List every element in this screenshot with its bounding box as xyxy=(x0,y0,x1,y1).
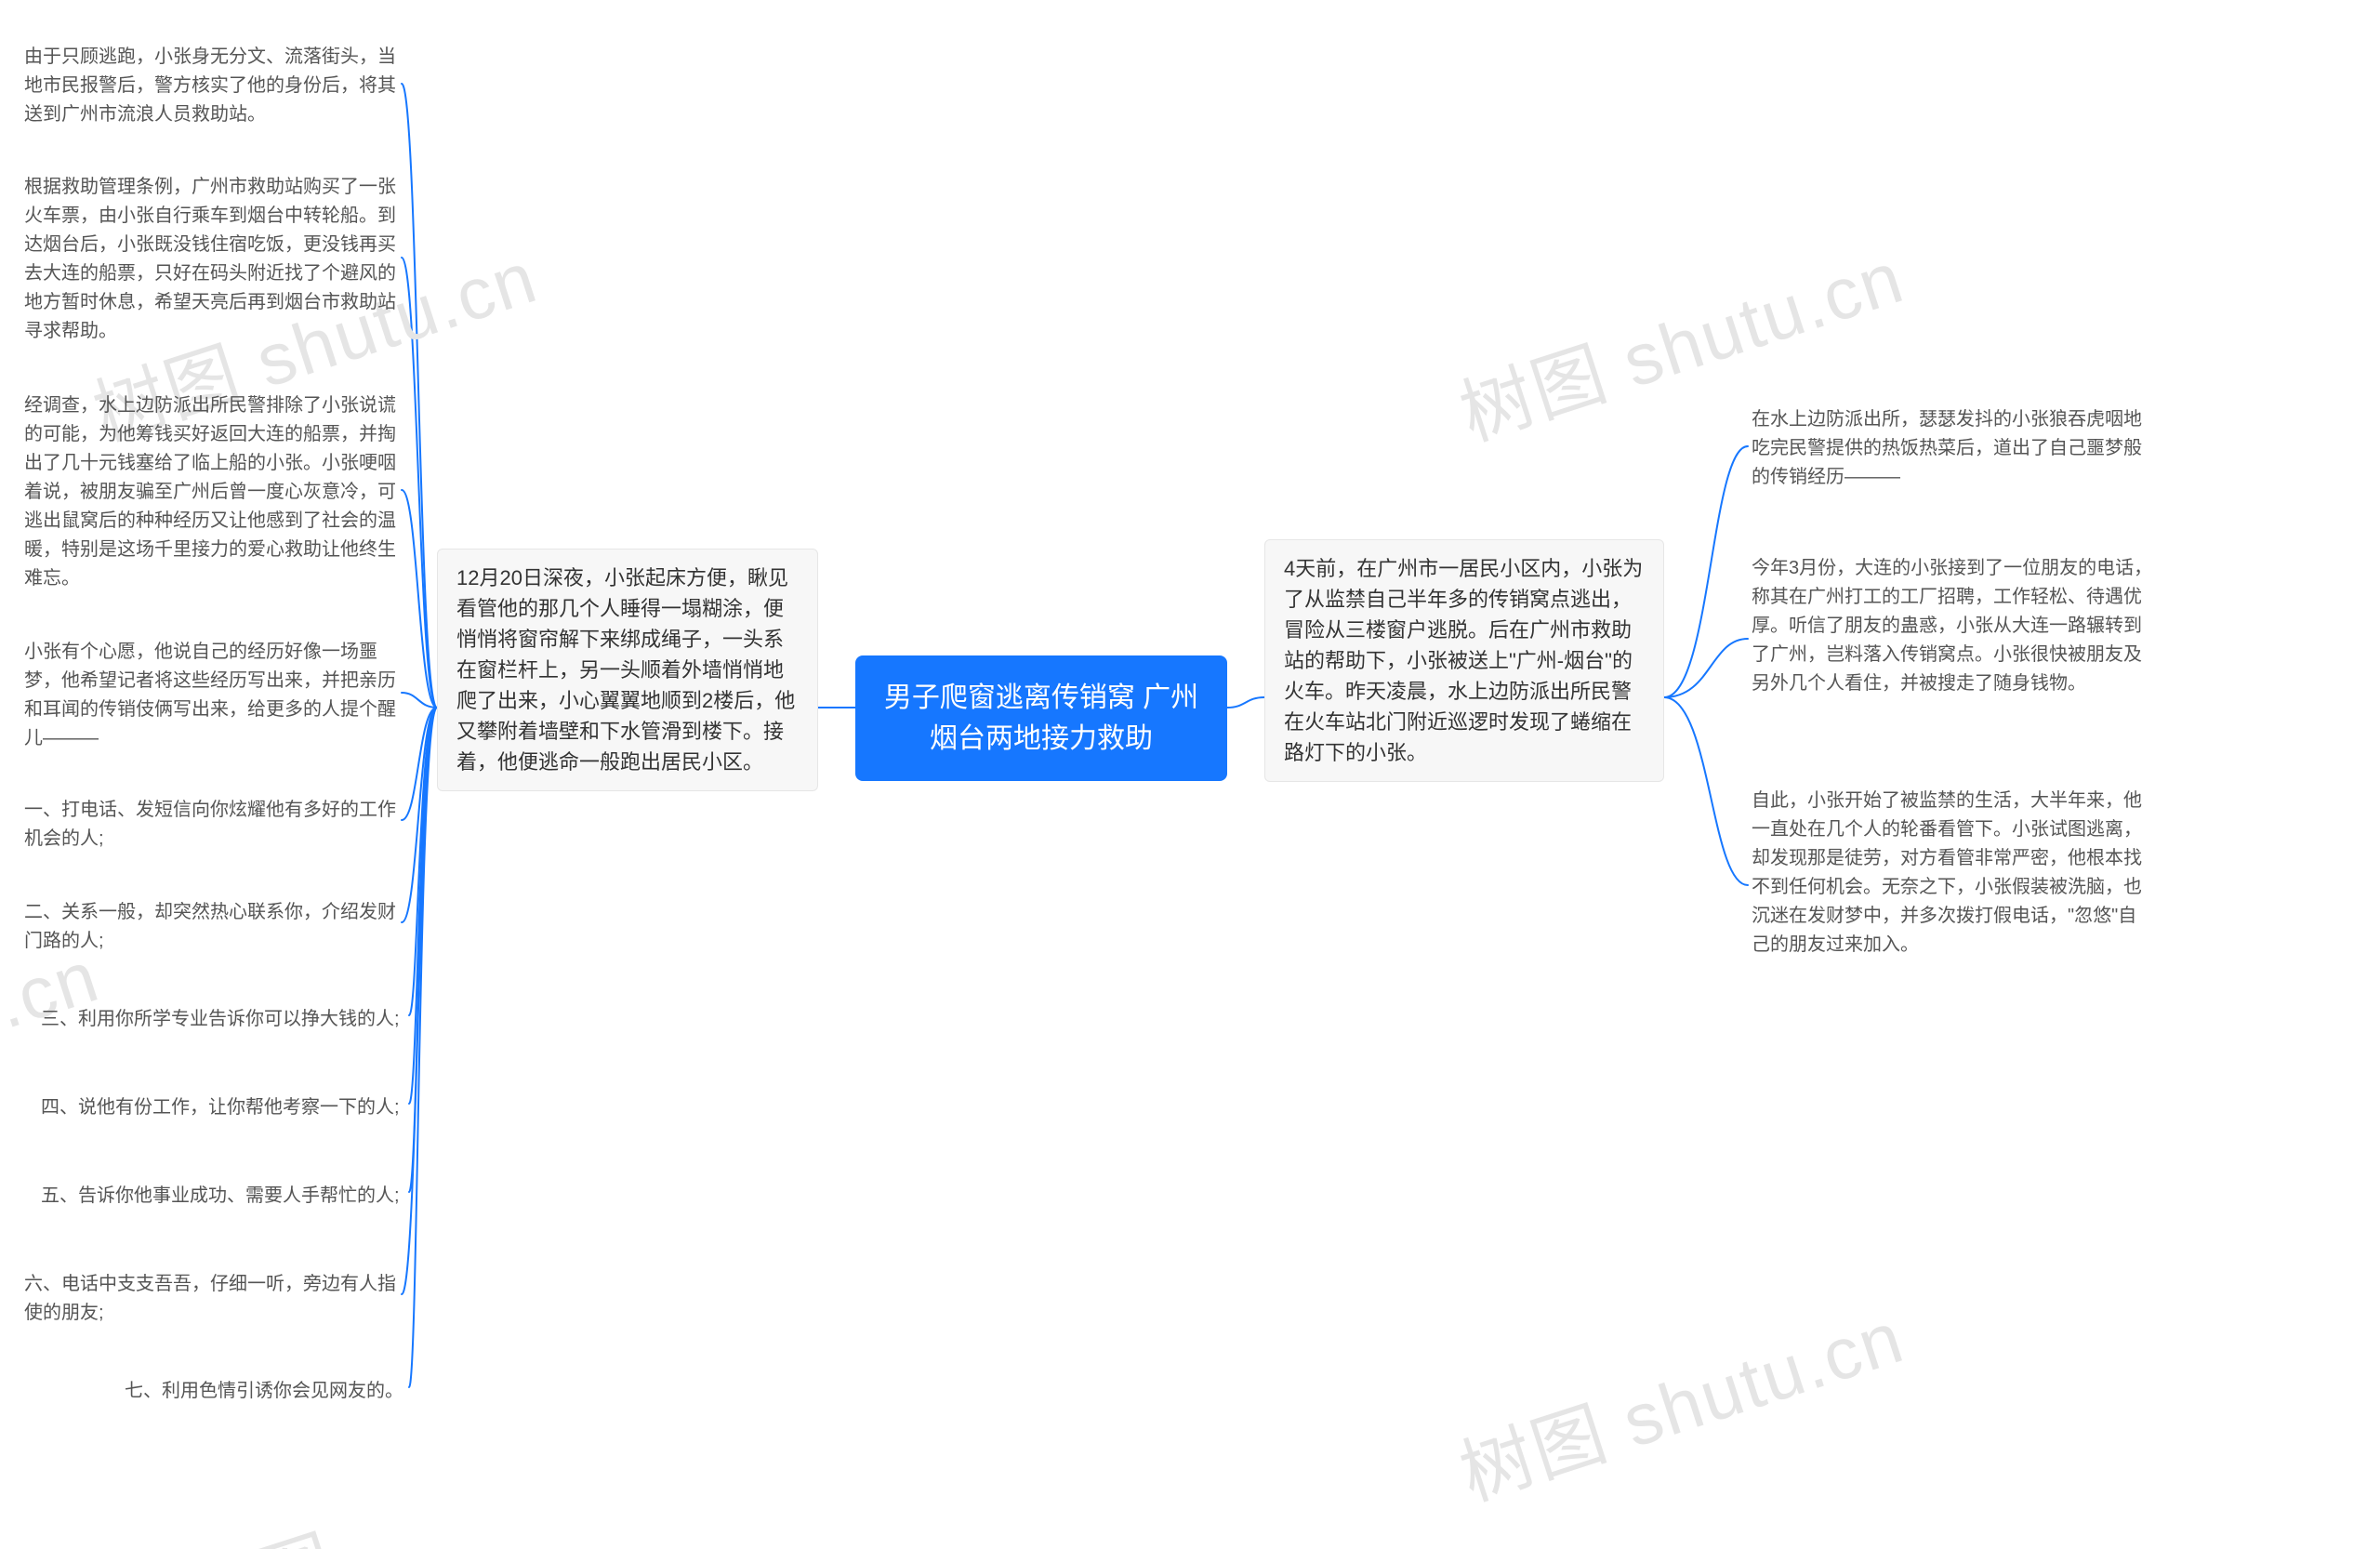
left-leaf[interactable]: 经调查，水上边防派出所民警排除了小张说谎的可能，为他筹钱买好返回大连的船票，并掏… xyxy=(20,386,402,599)
left-leaf[interactable]: 根据救助管理条例，广州市救助站购买了一张火车票，由小张自行乘车到烟台中转轮船。到… xyxy=(20,167,402,351)
right-leaf[interactable]: 今年3月份，大连的小张接到了一位朋友的电话，称其在广州打工的工厂招聘，工作轻松、… xyxy=(1748,549,2157,704)
mindmap-canvas: 树图 shutu.cn 树图 shutu.cn shutu.cn 树图 shut… xyxy=(0,0,2380,1549)
left-leaf[interactable]: 七、利用色情引诱你会见网友的。 xyxy=(121,1371,409,1411)
left-leaf[interactable]: 一、打电话、发短信向你炫耀他有多好的工作机会的人; xyxy=(20,790,402,859)
right-leaf[interactable]: 自此，小张开始了被监禁的生活，大半年来，他一直处在几个人的轮番看管下。小张试图逃… xyxy=(1748,781,2157,965)
left-leaf[interactable]: 小张有个心愿，他说自己的经历好像一场噩梦，他希望记者将这些经历写出来，并把亲历和… xyxy=(20,632,402,759)
right-box[interactable]: 4天前，在广州市一居民小区内，小张为了从监禁自己半年多的传销窝点逃出，冒险从三楼… xyxy=(1264,539,1664,782)
left-leaf[interactable]: 四、说他有份工作，让你帮他考察一下的人; xyxy=(37,1088,409,1128)
right-leaf[interactable]: 在水上边防派出所，瑟瑟发抖的小张狼吞虎咽地吃完民警提供的热饭热菜后，道出了自己噩… xyxy=(1748,400,2157,497)
watermark: 树图 xyxy=(174,1504,348,1549)
left-leaf[interactable]: 由于只顾逃跑，小张身无分文、流落街头，当地市民报警后，警方核实了他的身份后，将其… xyxy=(20,37,402,135)
left-leaf[interactable]: 二、关系一般，却突然热心联系你，介绍发财门路的人; xyxy=(20,893,402,961)
left-leaf[interactable]: 五、告诉你他事业成功、需要人手帮忙的人; xyxy=(37,1176,409,1216)
watermark: 树图 shutu.cn xyxy=(1446,1279,1915,1520)
left-box[interactable]: 12月20日深夜，小张起床方便，瞅见看管他的那几个人睡得一塌糊涂，便悄悄将窗帘解… xyxy=(437,549,818,791)
left-leaf[interactable]: 六、电话中支支吾吾，仔细一听，旁边有人指使的朋友; xyxy=(20,1264,402,1333)
left-leaf[interactable]: 三、利用你所学专业告诉你可以挣大钱的人; xyxy=(37,1000,409,1039)
center-node[interactable]: 男子爬窗逃离传销窝 广州烟台两地接力救助 xyxy=(855,655,1227,781)
